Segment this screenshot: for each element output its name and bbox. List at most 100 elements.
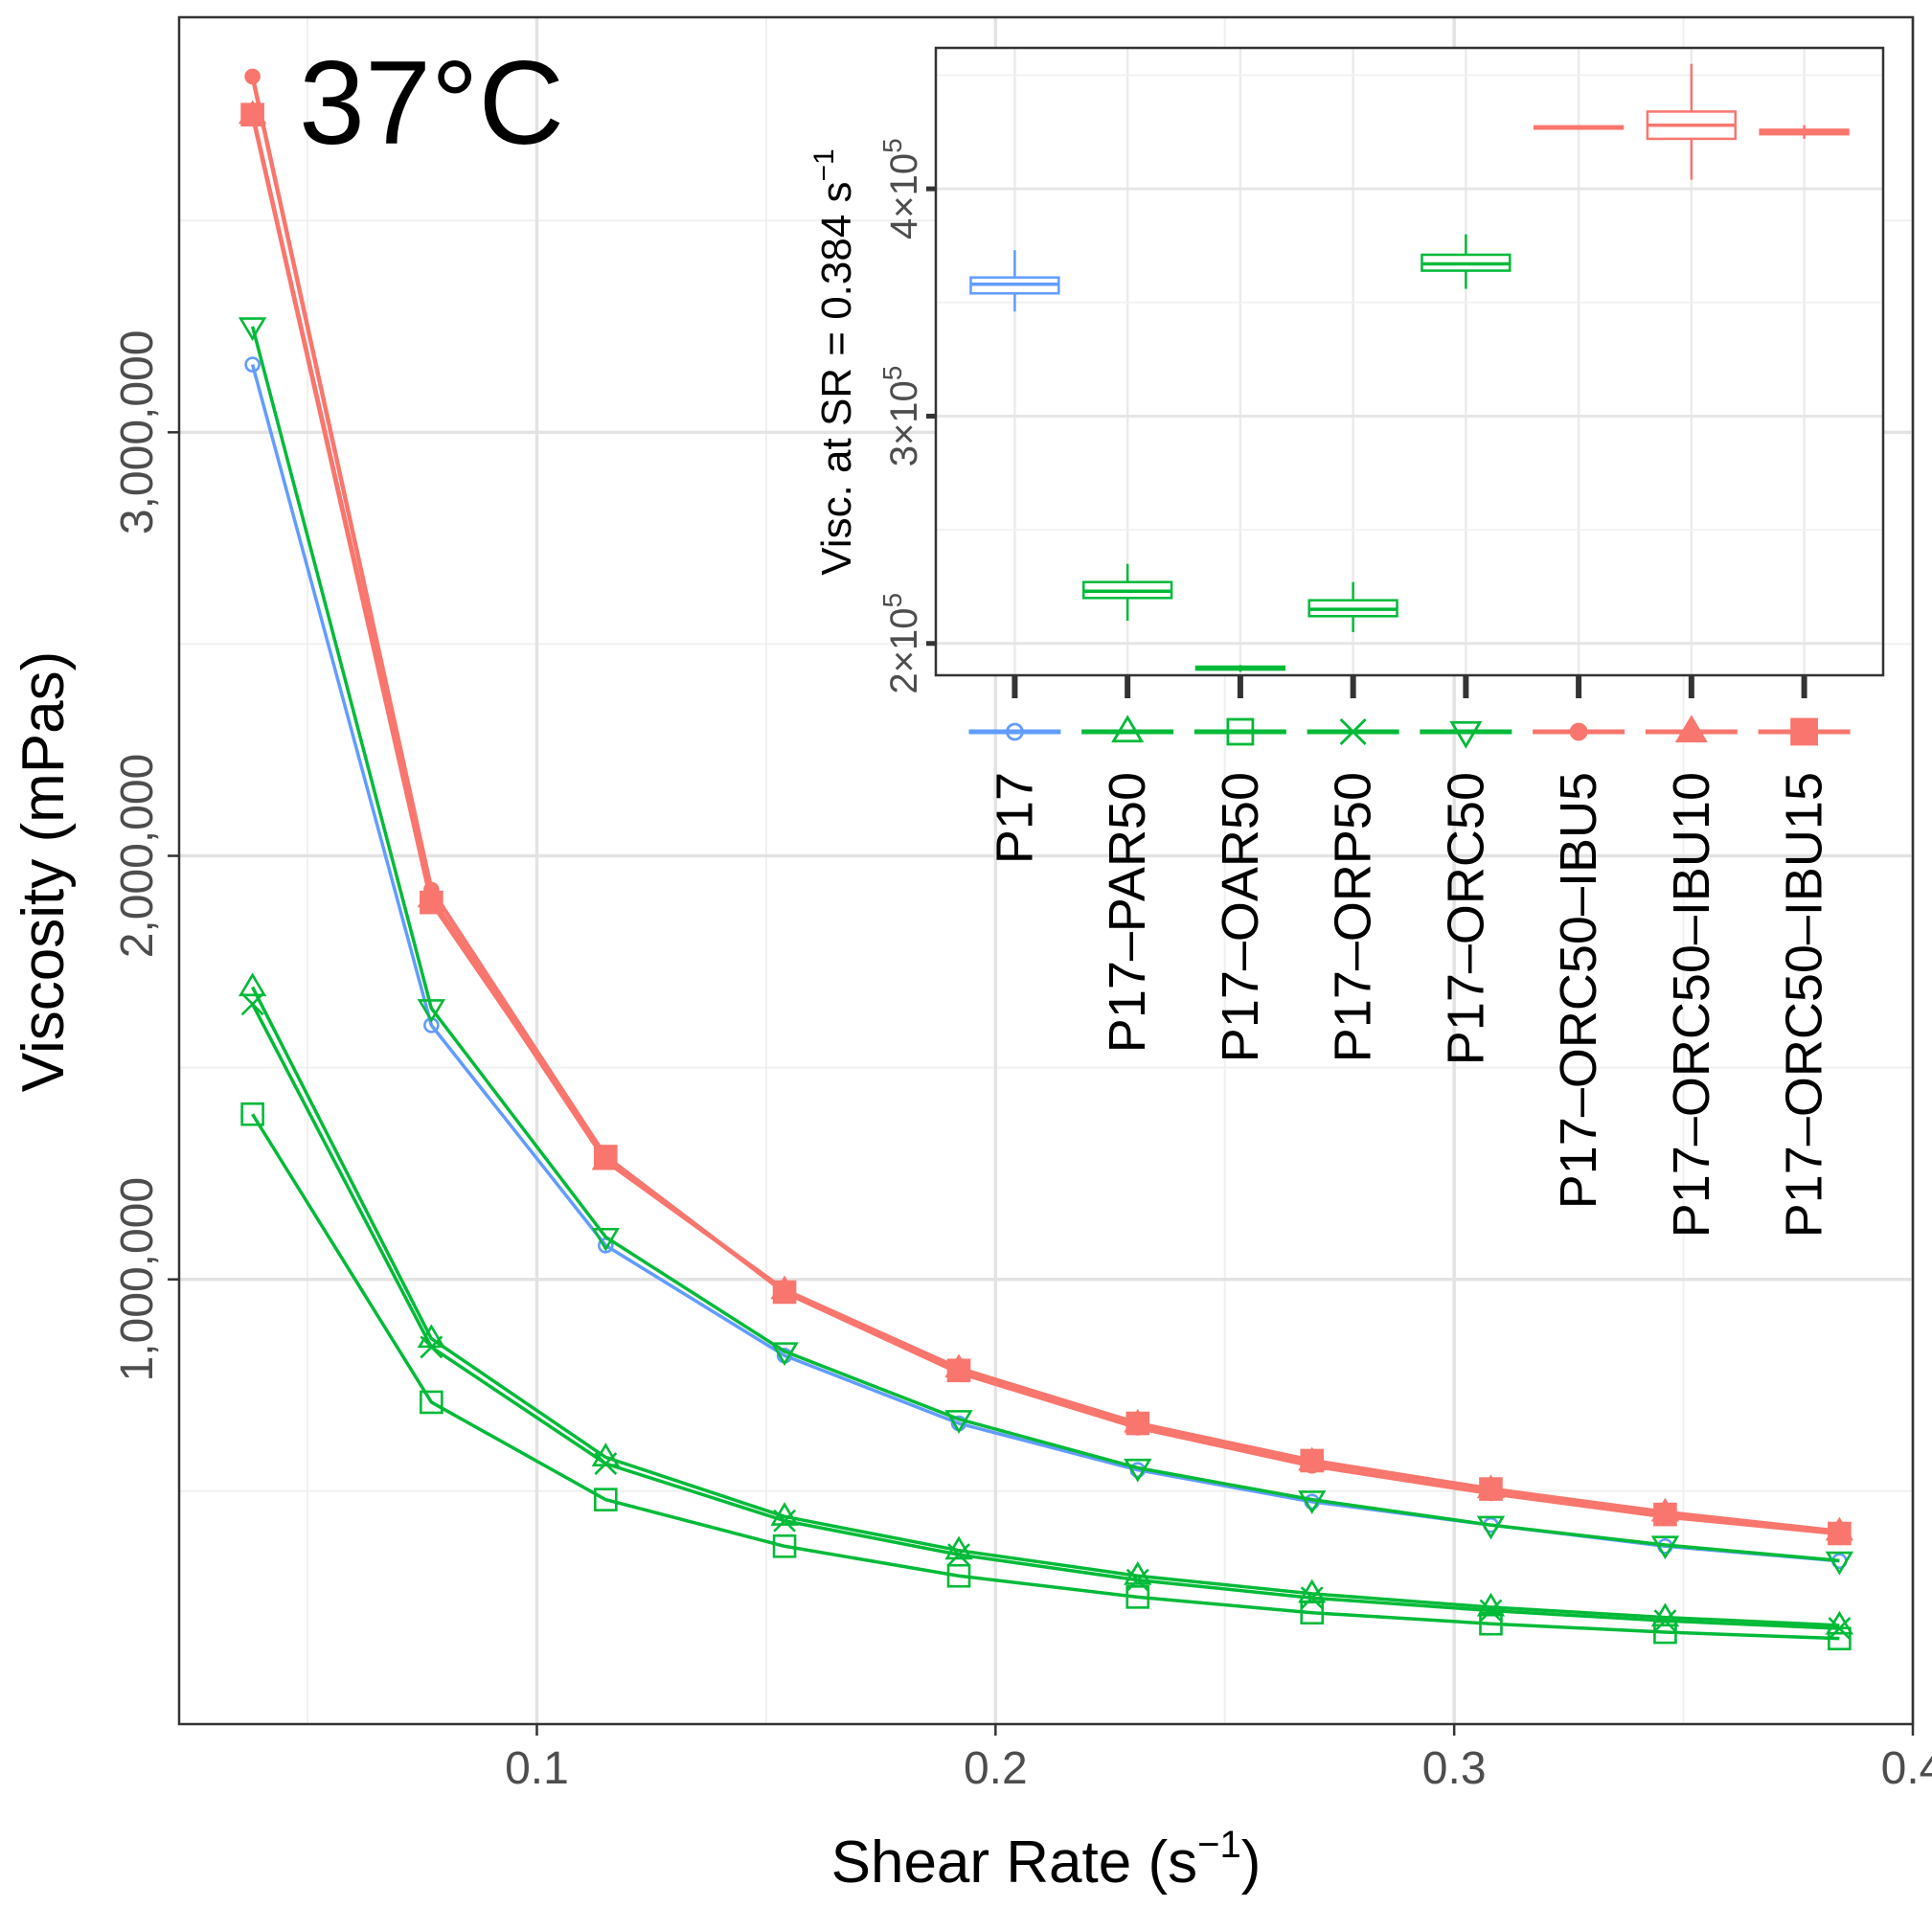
y-tick-label: 2,000,000 — [112, 754, 163, 959]
x-axis-title: Shear Rate (s−1) — [831, 1824, 1261, 1896]
data-point-p17-oar50 — [1125, 1585, 1150, 1609]
data-point-p17-oar50 — [1479, 1611, 1503, 1636]
data-point-p17-orc50 — [238, 317, 267, 341]
x-tick-label: 0.4 — [1881, 1743, 1932, 1794]
data-point-p17-orc50-ibu15 — [1125, 1411, 1150, 1436]
legend-key-marker — [1111, 715, 1145, 743]
data-point-p17-orp50 — [1300, 1586, 1324, 1610]
legend-label: P17–ORC50 — [1437, 772, 1494, 1065]
data-point-p17-orp50 — [594, 1452, 618, 1475]
data-point-p17 — [244, 356, 261, 373]
data-point-p17-orc50-ibu15 — [1479, 1477, 1503, 1501]
data-point-p17-orc50 — [1298, 1490, 1327, 1514]
inset-y-tick-exponent: 5 — [877, 366, 907, 381]
inset-y-tick-mantissa: 4×10 — [883, 153, 925, 239]
inset-panel-border — [934, 46, 1885, 677]
main-panel-border — [177, 15, 1915, 1726]
main-series-group — [238, 68, 1854, 1650]
legend-label: P17–OAR50 — [1212, 772, 1269, 1062]
inset-gridlines — [936, 48, 1883, 675]
legend-label: P17–ORC50–IBU10 — [1663, 772, 1720, 1238]
legend-label: P17–ORC50–IBU5 — [1550, 772, 1607, 1209]
data-point-p17-orp50 — [773, 1509, 796, 1533]
box-p17-orc50-ibu10 — [1646, 63, 1738, 180]
legend-key-marker — [1006, 722, 1024, 741]
legend-label: P17–ORP50 — [1325, 772, 1382, 1062]
data-point-p17-orp50 — [1479, 1599, 1503, 1623]
legend-key-marker — [1790, 717, 1818, 746]
main-axes: 0.1 0.2 0.3 0.4 1,000,000 2,000,000 3,000,000 — [112, 330, 1932, 1794]
data-point-p17-oar50 — [420, 1390, 443, 1415]
legend-key-marker — [1569, 722, 1588, 741]
x-axis-title-main: Shear Rate (s — [831, 1829, 1198, 1896]
legend-item-p17-orc50-ibu15: P17–ORC50–IBU15 — [1758, 717, 1851, 1238]
inset-y-tick-mantissa: 3×10 — [883, 380, 925, 466]
legend-label: P17–ORC50–IBU15 — [1776, 772, 1833, 1238]
legend-key-marker — [1674, 715, 1708, 743]
data-point-p17-orp50 — [1828, 1617, 1852, 1640]
inset-boxes-group — [969, 63, 1850, 672]
data-point-p17-orc50-ibu5 — [244, 68, 261, 85]
legend-key-marker — [1339, 718, 1367, 745]
series-line-p17-orc50-ibu5 — [250, 76, 1840, 1536]
legend-key-marker — [1449, 720, 1483, 749]
legend-item-p17: P17 — [968, 722, 1061, 864]
temperature-annotation: 37°C — [299, 37, 564, 170]
data-point-p17-orc50-ibu15 — [946, 1358, 971, 1383]
data-point-p17-orp50 — [947, 1543, 970, 1567]
data-point-p17-orp50 — [420, 1335, 443, 1359]
data-point-p17-orc50-ibu15 — [1653, 1502, 1677, 1527]
data-point-p17-oar50 — [1300, 1601, 1325, 1625]
inset-y-tick-exponent: 5 — [877, 593, 907, 608]
box-p17-orc50 — [1421, 234, 1512, 289]
data-point-p17-orc50 — [1825, 1551, 1854, 1576]
series-line-p17-par50 — [251, 986, 1840, 1627]
data-point-p17-orp50 — [1653, 1609, 1677, 1633]
box-p17-orc50-ibu5 — [1533, 125, 1625, 130]
data-point-p17-orc50-ibu15 — [1828, 1521, 1852, 1546]
y-tick-label: 1,000,000 — [112, 1177, 163, 1382]
x-axis-title-close: ) — [1241, 1829, 1261, 1896]
series-line-p17-orc50-ibu15 — [250, 114, 1840, 1536]
data-point-p17-oar50 — [772, 1533, 797, 1558]
inset-y-axis-title: Visc. at SR = 0.384 s−1 — [808, 148, 860, 576]
series-p17-orc50 — [238, 317, 1854, 1576]
legend-label: P17 — [986, 772, 1043, 864]
box-p17-oar50 — [1194, 665, 1286, 672]
inset-y-axis-title-main: Visc. at SR = 0.384 s — [813, 181, 860, 575]
x-tick-label: 0.1 — [505, 1743, 569, 1794]
data-point-p17-oar50 — [240, 1102, 264, 1126]
x-tick-label: 0.2 — [964, 1743, 1028, 1794]
data-point-p17-orc50-ibu15 — [240, 102, 264, 127]
legend-item-p17-orc50: P17–ORC50 — [1420, 720, 1512, 1065]
data-point-p17-orp50 — [240, 992, 264, 1016]
inset-y-tick-label: 4×105 — [877, 138, 925, 239]
legend-item-p17-par50: P17–PAR50 — [1081, 715, 1174, 1053]
data-point-p17-par50 — [238, 972, 267, 997]
data-point-p17-orc50-ibu15 — [420, 890, 443, 915]
inset-y-tick-label: 3×105 — [877, 366, 925, 467]
x-axis-title-sup: −1 — [1197, 1824, 1241, 1866]
data-point-p17-orc50 — [1124, 1458, 1152, 1483]
legend: P17 P17–PAR50 P17–OAR50 P17–ORP50 P17–ORC50 P… — [968, 715, 1851, 1238]
data-point-p17-orc50-ibu15 — [594, 1145, 618, 1169]
inset-y-tick-mantissa: 2×10 — [883, 608, 925, 694]
y-axis-title: Viscosity (mPas) — [11, 651, 77, 1093]
legend-item-p17-oar50: P17–OAR50 — [1193, 717, 1286, 1062]
legend-item-p17-orc50-ibu5: P17–ORC50–IBU5 — [1533, 722, 1625, 1209]
data-point-p17-orc50 — [770, 1342, 799, 1367]
data-point-p17-orc50 — [591, 1227, 620, 1252]
box-p17-par50 — [1081, 563, 1173, 622]
legend-item-p17-orc50-ibu10: P17–ORC50–IBU10 — [1645, 715, 1738, 1238]
legend-key-marker — [1226, 717, 1255, 746]
series-line-p17-orp50 — [251, 1003, 1840, 1630]
box-p17 — [969, 250, 1060, 312]
legend-label: P17–PAR50 — [1099, 772, 1156, 1053]
y-tick-label: 3,000,000 — [112, 330, 163, 535]
series-p17-orc50-ibu15 — [240, 102, 1852, 1546]
data-point-p17-orc50-ibu15 — [1300, 1448, 1325, 1473]
box-p17-orp50 — [1307, 581, 1398, 632]
inset-panel-background — [936, 48, 1883, 675]
